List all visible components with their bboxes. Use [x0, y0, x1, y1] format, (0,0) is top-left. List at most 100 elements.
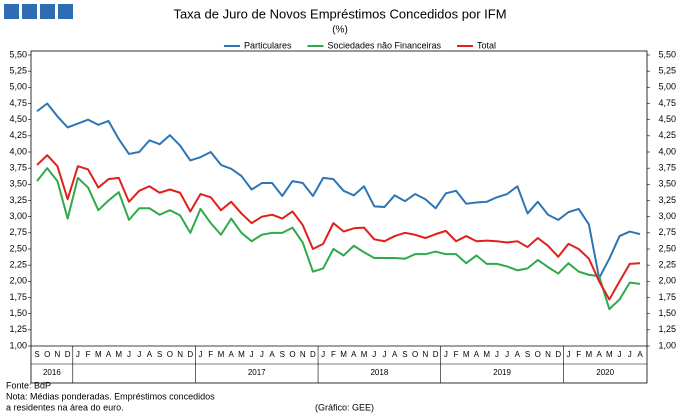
x-tick-label: O: [289, 350, 295, 359]
x-tick-label: A: [392, 350, 398, 359]
x-tick-label: N: [300, 350, 306, 359]
x-tick-label: F: [331, 350, 336, 359]
x-tick-label: J: [444, 350, 448, 359]
x-tick-label: D: [555, 350, 561, 359]
y2-tick-label: 1,00: [658, 340, 676, 350]
x-tick-label: J: [382, 350, 386, 359]
x-tick-label: M: [95, 350, 102, 359]
x-tick-label: A: [269, 350, 275, 359]
x-tick-label: A: [106, 350, 112, 359]
y-tick-label: 2,25: [9, 260, 27, 270]
x-tick-label: J: [628, 350, 632, 359]
note: a residentes na área do euro.: [6, 402, 124, 412]
y2-tick-label: 3,00: [658, 211, 676, 221]
y2-tick-label: 2,25: [658, 260, 676, 270]
x-tick-label: A: [229, 350, 235, 359]
y2-tick-label: 1,25: [658, 324, 676, 334]
x-tick-label: O: [535, 350, 541, 359]
chart-title: Taxa de Juro de Novos Empréstimos Conced…: [173, 6, 506, 21]
x-tick-label: F: [454, 350, 459, 359]
x-tick-label: M: [361, 350, 368, 359]
y-tick-label: 5,50: [9, 49, 27, 59]
y-tick-label: 2,00: [9, 276, 27, 286]
x-tick-label: A: [596, 350, 602, 359]
x-tick-label: M: [483, 350, 490, 359]
x-tick-label: J: [76, 350, 80, 359]
x-tick-label: N: [545, 350, 551, 359]
y2-tick-label: 2,00: [658, 276, 676, 286]
y-tick-label: 1,75: [9, 292, 27, 302]
logo-square: [22, 4, 37, 19]
y-tick-label: 3,50: [9, 179, 27, 189]
y-tick-label: 1,50: [9, 308, 27, 318]
note: Fonte: BdP: [6, 380, 51, 390]
y2-tick-label: 3,25: [658, 195, 676, 205]
x-tick-label: F: [208, 350, 213, 359]
x-tick-label: J: [372, 350, 376, 359]
x-tick-label: J: [618, 350, 622, 359]
y2-tick-label: 4,75: [658, 98, 676, 108]
x-tick-label: D: [187, 350, 193, 359]
x-tick-label: A: [147, 350, 153, 359]
x-tick-label: M: [115, 350, 122, 359]
credit: (Gráfico: GEE): [315, 402, 374, 412]
year-label: 2019: [493, 368, 511, 377]
y-tick-label: 1,00: [9, 340, 27, 350]
y2-tick-label: 1,75: [658, 292, 676, 302]
logo-square: [4, 4, 19, 19]
y-tick-label: 3,25: [9, 195, 27, 205]
year-label: 2016: [43, 368, 61, 377]
x-tick-label: A: [515, 350, 521, 359]
x-tick-label: S: [525, 350, 530, 359]
y2-tick-label: 2,75: [658, 227, 676, 237]
series-line: [36, 102, 641, 280]
x-tick-label: O: [44, 350, 50, 359]
note: Nota: Médias ponderadas. Empréstimos con…: [6, 391, 215, 401]
x-tick-label: M: [218, 350, 225, 359]
x-tick-label: M: [606, 350, 613, 359]
x-tick-label: J: [250, 350, 254, 359]
x-tick-label: J: [199, 350, 203, 359]
x-tick-label: N: [422, 350, 428, 359]
x-tick-label: S: [402, 350, 407, 359]
y2-tick-label: 1,50: [658, 308, 676, 318]
year-label: 2020: [596, 368, 614, 377]
x-tick-label: D: [433, 350, 439, 359]
x-tick-label: A: [637, 350, 643, 359]
x-tick-label: N: [55, 350, 61, 359]
y-tick-label: 4,25: [9, 130, 27, 140]
y2-tick-label: 5,00: [658, 82, 676, 92]
y-tick-label: 4,50: [9, 114, 27, 124]
x-tick-label: J: [566, 350, 570, 359]
y2-tick-label: 4,25: [658, 130, 676, 140]
series-line: [36, 154, 641, 301]
y-tick-label: 5,00: [9, 82, 27, 92]
x-tick-label: J: [127, 350, 131, 359]
y-tick-label: 5,25: [9, 66, 27, 76]
x-tick-label: F: [86, 350, 91, 359]
x-tick-label: O: [167, 350, 173, 359]
x-tick-label: D: [65, 350, 71, 359]
x-tick-label: S: [157, 350, 162, 359]
x-tick-label: M: [463, 350, 470, 359]
legend-label: Sociedades não Financeiras: [327, 40, 441, 50]
x-tick-label: M: [238, 350, 245, 359]
y-tick-label: 1,25: [9, 324, 27, 334]
x-tick-label: J: [260, 350, 264, 359]
legend-label: Particulares: [244, 40, 292, 50]
y-tick-label: 2,50: [9, 243, 27, 253]
legend-label: Total: [477, 40, 496, 50]
plot-frame: [30, 50, 648, 384]
y2-tick-label: 5,50: [658, 49, 676, 59]
x-tick-label: S: [280, 350, 285, 359]
y-tick-label: 3,75: [9, 163, 27, 173]
x-tick-label: N: [177, 350, 183, 359]
chart-subtitle: (%): [332, 25, 348, 36]
logo-square: [40, 4, 55, 19]
x-tick-label: M: [586, 350, 593, 359]
year-label: 2017: [248, 368, 266, 377]
y-tick-label: 2,75: [9, 227, 27, 237]
x-tick-label: J: [137, 350, 141, 359]
x-tick-label: A: [474, 350, 480, 359]
